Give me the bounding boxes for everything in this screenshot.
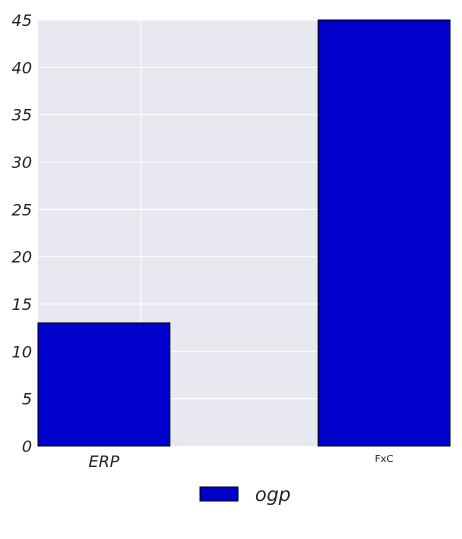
y-tick-label-30: 30 xyxy=(12,153,32,172)
y-tick-label-10: 10 xyxy=(12,342,32,361)
x-tick-label-ERP: ERP xyxy=(88,452,119,471)
bar-FxC xyxy=(317,19,451,447)
y-axis-ticks: 0 5 10 15 20 25 30 35 40 45 xyxy=(12,11,32,456)
y-tick-label-20: 20 xyxy=(12,248,32,267)
x-tick-label-FxC: FxC xyxy=(375,454,394,465)
legend-swatch-ogp xyxy=(199,486,239,502)
y-tick-label-15: 15 xyxy=(12,295,32,314)
y-tick-label-25: 25 xyxy=(12,200,32,219)
y-tick-label-35: 35 xyxy=(12,106,32,125)
y-tick-label-40: 40 xyxy=(12,58,32,77)
bar-ERP xyxy=(37,322,171,447)
y-tick-label-45: 45 xyxy=(12,11,32,30)
legend: ogp xyxy=(199,484,291,506)
x-axis-ticks: ERP FxC xyxy=(88,452,393,471)
bars xyxy=(37,19,451,447)
y-tick-label-5: 5 xyxy=(22,390,32,409)
y-tick-label-0: 0 xyxy=(22,437,32,456)
legend-label-ogp: ogp xyxy=(255,484,291,506)
